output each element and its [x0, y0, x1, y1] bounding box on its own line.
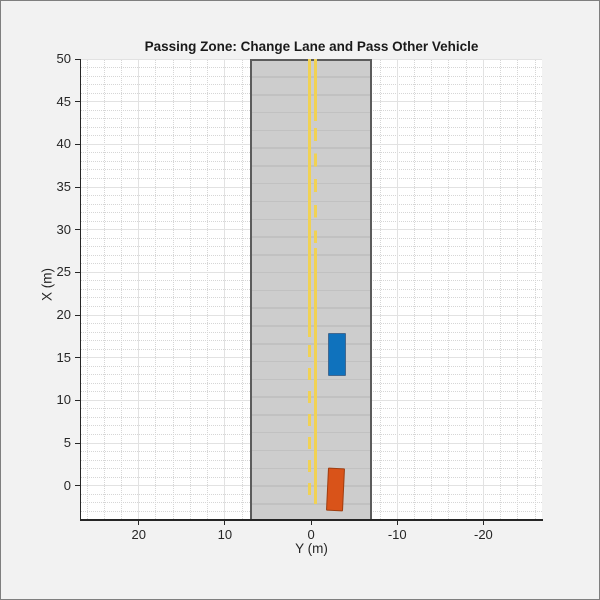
grid-line-major	[224, 59, 226, 519]
grid-line-minor	[517, 59, 519, 519]
y-tick	[75, 186, 80, 188]
grid-line-minor	[86, 59, 88, 519]
y-tick	[75, 229, 80, 231]
x-tick-label: 10	[217, 527, 233, 542]
grid-line-minor	[534, 59, 536, 519]
grid-line-minor	[448, 59, 450, 519]
grid-line-major	[396, 59, 398, 519]
grid-line-minor	[413, 59, 415, 519]
grid-line-minor	[189, 59, 191, 519]
x-tick-label: -20	[473, 527, 493, 542]
grid-line-minor	[379, 59, 381, 519]
y-tick-label: 35	[56, 179, 71, 194]
vehicle-blue	[327, 332, 346, 376]
grid-line-minor	[465, 59, 467, 519]
grid-line-minor	[500, 59, 502, 519]
x-axis-line	[79, 519, 543, 521]
y-tick-label: 45	[56, 93, 71, 109]
x-tick	[482, 520, 484, 525]
y-tick-label: 40	[56, 136, 71, 152]
grid-line-minor	[120, 59, 122, 519]
y-tick-label: 5	[63, 435, 71, 451]
y-tick	[75, 314, 80, 316]
lane-marking-solid	[308, 59, 312, 338]
lane-marking-solid	[313, 59, 317, 122]
y-tick	[75, 143, 80, 145]
x-tick	[224, 520, 226, 525]
lane-marking-solid	[313, 247, 317, 504]
x-tick-label: 0	[307, 527, 315, 542]
vehicle-orange	[326, 467, 346, 512]
grid-line-minor	[431, 59, 433, 519]
y-tick	[75, 271, 80, 273]
y-tick	[75, 485, 80, 487]
grid-line-minor	[207, 59, 209, 519]
x-tick	[310, 520, 312, 525]
lane-marking-dashed	[308, 344, 312, 503]
y-tick	[75, 58, 80, 60]
y-tick-label: 50	[56, 51, 71, 66]
chart-title: Passing Zone: Change Lane and Pass Other…	[144, 39, 479, 54]
grid-line-minor	[155, 59, 157, 519]
y-tick	[75, 399, 80, 401]
grid-line-minor	[241, 59, 243, 519]
y-tick-label: 0	[63, 477, 71, 493]
y-tick-label: 15	[56, 349, 71, 365]
grid-line-major	[482, 59, 484, 519]
y-tick	[75, 357, 80, 359]
y-axis-label: X (m)	[39, 268, 55, 301]
road-mesh-line	[251, 343, 371, 345]
y-tick-label: 25	[56, 264, 71, 280]
x-tick	[396, 520, 398, 525]
y-tick-label: 10	[56, 392, 71, 408]
x-tick	[138, 520, 140, 525]
x-tick-label: -10	[387, 527, 407, 542]
grid-line-major	[138, 59, 140, 519]
x-axis-label: Y (m)	[295, 541, 328, 556]
road-mesh-line	[251, 503, 371, 505]
lane-marking-dashed	[313, 128, 317, 247]
grid-line-minor	[172, 59, 174, 519]
y-tick	[75, 101, 80, 103]
y-tick-label: 20	[56, 307, 71, 323]
x-tick-label: 20	[131, 527, 146, 542]
y-axis-line	[79, 59, 81, 520]
y-tick-label: 30	[56, 221, 71, 237]
y-tick	[75, 442, 80, 444]
grid-line-minor	[103, 59, 105, 519]
